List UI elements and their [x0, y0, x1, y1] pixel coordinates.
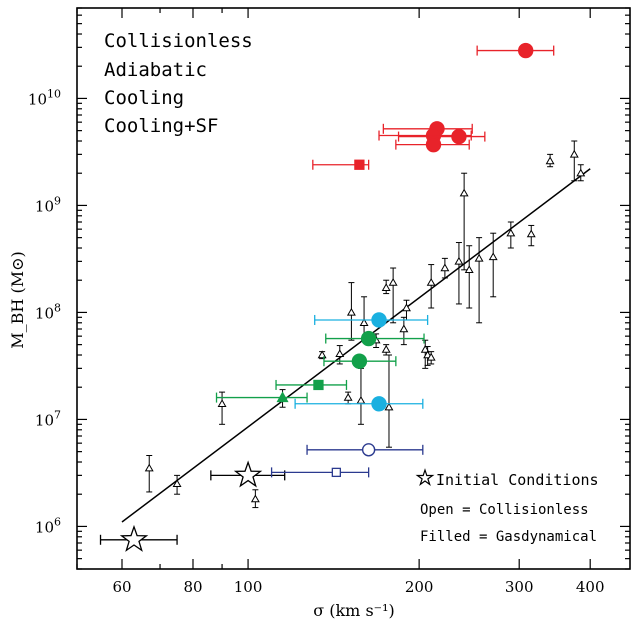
- legend-cooling: Cooling: [104, 87, 184, 109]
- annotation-open: Open = Collisionless: [420, 502, 589, 518]
- observed-point: [459, 188, 469, 197]
- observed-point: [346, 307, 356, 316]
- simulation-circle: [361, 443, 376, 457]
- observed-point: [420, 344, 430, 353]
- observed-point: [474, 253, 484, 262]
- annotation-box: Initial Conditions Open = Collisionless …: [415, 468, 599, 545]
- simulation-circle: [371, 312, 387, 328]
- simulation-circle: [517, 42, 534, 59]
- x-tick-label: 300: [505, 578, 534, 596]
- observed-point: [399, 324, 409, 333]
- x-tick-label: 200: [405, 578, 434, 596]
- initial-conditions-star: [119, 524, 149, 552]
- simulation-circle: [360, 330, 377, 347]
- x-tick-label: 100: [234, 578, 263, 596]
- simulation-points: [215, 42, 555, 478]
- x-tick-label: 80: [183, 578, 202, 596]
- legend-cooling-sf: Cooling+SF: [104, 115, 218, 137]
- fit-line-group: [121, 168, 591, 523]
- observed-point: [359, 318, 369, 326]
- simulation-circle: [425, 136, 442, 153]
- observed-point: [569, 149, 579, 158]
- annotation-filled: Filled = Gasdynamical: [420, 529, 597, 545]
- observed-point: [545, 156, 555, 165]
- x-tick-label: 400: [576, 578, 605, 596]
- observed-point: [426, 277, 436, 286]
- observed-point: [144, 463, 154, 472]
- y-tick-label: 109: [35, 194, 61, 215]
- star-icon: [415, 468, 435, 486]
- initial-conditions-star: [233, 460, 263, 488]
- plot-frame: [76, 7, 631, 570]
- y-axis-label: M_BH (M⊙): [8, 251, 27, 348]
- observed-point: [440, 263, 450, 272]
- observed-point: [388, 277, 398, 286]
- observed-point: [381, 344, 391, 353]
- annotation-initial-conditions: Initial Conditions: [436, 471, 599, 489]
- initial-conditions-points: [99, 460, 286, 552]
- legend: Collisionless Adiabatic Cooling Cooling+…: [104, 30, 253, 137]
- simulation-square: [331, 467, 341, 478]
- observed-points: [144, 140, 586, 509]
- observed-point: [464, 265, 474, 274]
- observed-point: [172, 479, 182, 488]
- fit-line: [121, 168, 591, 523]
- legend-collisionless: Collisionless: [104, 30, 253, 52]
- simulation-square: [354, 159, 365, 170]
- x-tick-label: 60: [112, 578, 131, 596]
- observed-point: [381, 283, 391, 291]
- simulation-triangle: [276, 391, 289, 403]
- simulation-circle: [351, 353, 368, 369]
- observed-point: [426, 352, 436, 361]
- observed-point: [335, 349, 345, 358]
- observed-point: [576, 168, 586, 177]
- y-tick-label: 106: [35, 515, 61, 536]
- observed-point: [384, 402, 394, 411]
- observed-point: [317, 350, 327, 359]
- observed-point: [454, 256, 464, 265]
- observed-point: [343, 392, 353, 401]
- observed-point: [526, 229, 536, 238]
- observed-point: [217, 399, 227, 407]
- observed-point: [506, 228, 516, 237]
- observed-point: [488, 252, 498, 261]
- x-axis-label: σ (km s⁻¹): [313, 601, 395, 620]
- observed-point: [402, 303, 411, 312]
- simulation-square: [313, 379, 324, 391]
- simulation-circle: [371, 396, 387, 412]
- observed-point: [356, 395, 366, 404]
- y-tick-label: 108: [35, 301, 61, 322]
- observed-point: [250, 494, 260, 503]
- legend-adiabatic: Adiabatic: [104, 59, 207, 81]
- y-tick-label: 107: [35, 408, 61, 429]
- y-tick-label: 1010: [28, 87, 61, 108]
- simulation-circle: [451, 128, 467, 145]
